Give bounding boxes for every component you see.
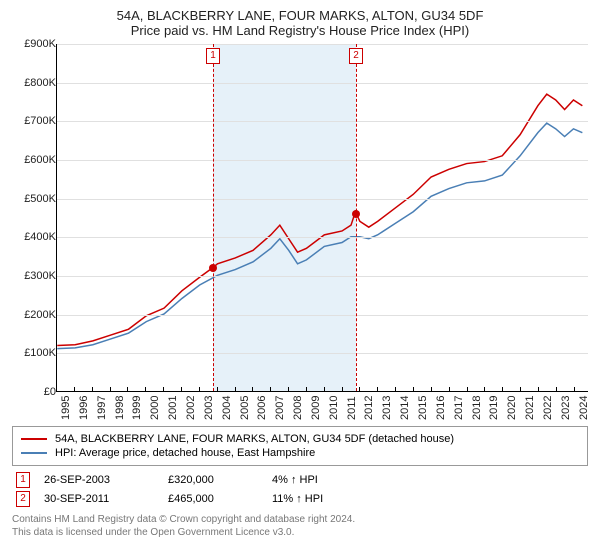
y-tick-label: £900K — [24, 38, 56, 50]
x-tick-label: 2008 — [292, 396, 304, 420]
x-tick-label: 2006 — [256, 396, 268, 420]
annotation-line — [213, 44, 214, 391]
legend-item: 54A, BLACKBERRY LANE, FOUR MARKS, ALTON,… — [21, 433, 579, 445]
sales-marker: 2 — [16, 491, 30, 507]
y-axis: £0 £100K £200K £300K £400K £500K £600K £700K £80… — [12, 44, 56, 420]
series-property — [57, 94, 582, 345]
x-tick-label: 2011 — [346, 396, 358, 420]
sales-price: £465,000 — [168, 493, 258, 505]
x-tick-label: 2014 — [399, 396, 411, 420]
x-tick-label: 2004 — [221, 396, 233, 420]
sales-row: 2 30-SEP-2011 £465,000 11% ↑ HPI — [12, 491, 588, 507]
x-tick-label: 2015 — [417, 396, 429, 420]
sales-hpi: 11% ↑ HPI — [272, 493, 323, 505]
x-tick-label: 2019 — [488, 396, 500, 420]
x-tick-label: 2012 — [363, 396, 375, 420]
x-tick-label: 2022 — [542, 396, 554, 420]
x-tick-label: 2009 — [310, 396, 322, 420]
y-tick-label: £700K — [24, 115, 56, 127]
legend-item: HPI: Average price, detached house, East… — [21, 447, 579, 459]
page-title: 54A, BLACKBERRY LANE, FOUR MARKS, ALTON,… — [12, 8, 588, 23]
y-tick-label: £800K — [24, 77, 56, 89]
x-tick-label: 1997 — [96, 396, 108, 420]
x-tick-label: 1999 — [131, 396, 143, 420]
annotation-box: 1 — [206, 48, 220, 64]
sales-table: 1 26-SEP-2003 £320,000 4% ↑ HPI 2 30-SEP-2011… — [12, 472, 588, 507]
x-tick-label: 2023 — [560, 396, 572, 420]
page-subtitle: Price paid vs. HM Land Registry's House … — [12, 23, 588, 38]
sales-marker: 1 — [16, 472, 30, 488]
x-tick-label: 2001 — [167, 396, 179, 420]
legend-label: HPI: Average price, detached house, East… — [55, 447, 315, 459]
x-tick-label: 2000 — [149, 396, 161, 420]
x-tick-label: 2016 — [435, 396, 447, 420]
footer-line1: Contains HM Land Registry data © Crown c… — [12, 513, 588, 526]
x-tick-label: 2017 — [453, 396, 465, 420]
x-axis: 1995 1996 1997 1998 1999 2000 2001 2002 2003 2004… — [56, 392, 588, 420]
y-tick-label: £600K — [24, 154, 56, 166]
sales-price: £320,000 — [168, 474, 258, 486]
y-tick-label: £400K — [24, 231, 56, 243]
x-tick-label: 2018 — [471, 396, 483, 420]
footer: Contains HM Land Registry data © Crown c… — [12, 513, 588, 539]
y-tick-label: £500K — [24, 193, 56, 205]
chart-lines — [57, 44, 588, 391]
y-tick-label: £0 — [44, 386, 56, 398]
sale-point — [209, 264, 217, 272]
legend: 54A, BLACKBERRY LANE, FOUR MARKS, ALTON,… — [12, 426, 588, 466]
x-tick-label: 2010 — [328, 396, 340, 420]
sales-row: 1 26-SEP-2003 £320,000 4% ↑ HPI — [12, 472, 588, 488]
y-tick-label: £200K — [24, 309, 56, 321]
y-tick-label: £100K — [24, 347, 56, 359]
x-tick-label: 2013 — [381, 396, 393, 420]
sale-point — [352, 210, 360, 218]
x-tick-label: 2024 — [578, 396, 590, 420]
legend-swatch — [21, 452, 47, 454]
sales-hpi: 4% ↑ HPI — [272, 474, 318, 486]
sales-date: 30-SEP-2011 — [44, 493, 154, 505]
legend-label: 54A, BLACKBERRY LANE, FOUR MARKS, ALTON,… — [55, 433, 454, 445]
x-tick-label: 1996 — [78, 396, 90, 420]
x-tick-label: 1998 — [114, 396, 126, 420]
x-tick-label: 2005 — [239, 396, 251, 420]
sales-date: 26-SEP-2003 — [44, 474, 154, 486]
x-tick-label: 2003 — [203, 396, 215, 420]
y-tick-label: £300K — [24, 270, 56, 282]
x-tick-label: 1995 — [60, 396, 72, 420]
annotation-box: 2 — [349, 48, 363, 64]
x-tick-label: 2020 — [506, 396, 518, 420]
x-tick-label: 2021 — [524, 396, 536, 420]
chart: £0 £100K £200K £300K £400K £500K £600K £700K £80… — [12, 44, 588, 420]
legend-swatch — [21, 438, 47, 440]
x-tick-label: 2007 — [274, 396, 286, 420]
footer-line2: This data is licensed under the Open Gov… — [12, 526, 588, 539]
x-tick-label: 2002 — [185, 396, 197, 420]
plot-area: 12 — [56, 44, 588, 392]
